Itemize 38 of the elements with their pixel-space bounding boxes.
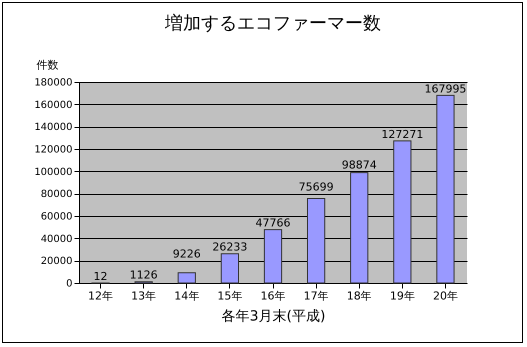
y-tick-label: 160000 [34, 100, 72, 111]
y-tick-label: 60000 [40, 212, 72, 222]
data-label: 12 [94, 270, 108, 283]
x-tick-label: 14年 [174, 290, 200, 302]
bar [306, 198, 326, 284]
data-label: 9226 [172, 248, 201, 261]
x-tick-label: 19年 [390, 290, 415, 302]
data-label: 98874 [342, 158, 377, 172]
x-tick-label: 16年 [260, 290, 286, 302]
x-tick-label: 18年 [346, 290, 372, 302]
data-label: 167995 [424, 82, 466, 96]
y-tick-label: 100000 [34, 166, 72, 178]
bar [350, 172, 368, 284]
data-label: 127271 [381, 128, 424, 141]
x-tick-label: 15年 [217, 290, 242, 302]
data-label: 1126 [130, 268, 158, 282]
y-tick-label: 120000 [34, 144, 72, 156]
data-label: 47766 [256, 216, 290, 230]
y-tick-label: 40000 [40, 234, 72, 245]
x-tick-label: 13年 [131, 290, 156, 302]
x-tick-label: 12年 [88, 290, 114, 302]
y-axis-title: 件数 [36, 58, 58, 72]
y-tick-label: 20000 [40, 256, 72, 268]
bar [393, 140, 412, 284]
bar [220, 253, 240, 284]
x-axis-title: 各年3月末(平成) [222, 308, 326, 324]
chart-title: 増加するエコファーマー数 [164, 13, 381, 34]
x-tick-label: 17年 [304, 290, 329, 302]
y-tick-label: 80000 [40, 189, 72, 200]
y-tick-label: 140000 [34, 122, 72, 134]
data-label: 75699 [298, 180, 334, 194]
bar [264, 229, 282, 284]
bar [178, 272, 196, 284]
y-tick-label: 0 [66, 278, 72, 290]
data-label: 26233 [212, 240, 248, 254]
y-tick-label: 180000 [34, 78, 72, 88]
x-tick-label: 20年 [432, 290, 458, 302]
bar [436, 94, 455, 284]
